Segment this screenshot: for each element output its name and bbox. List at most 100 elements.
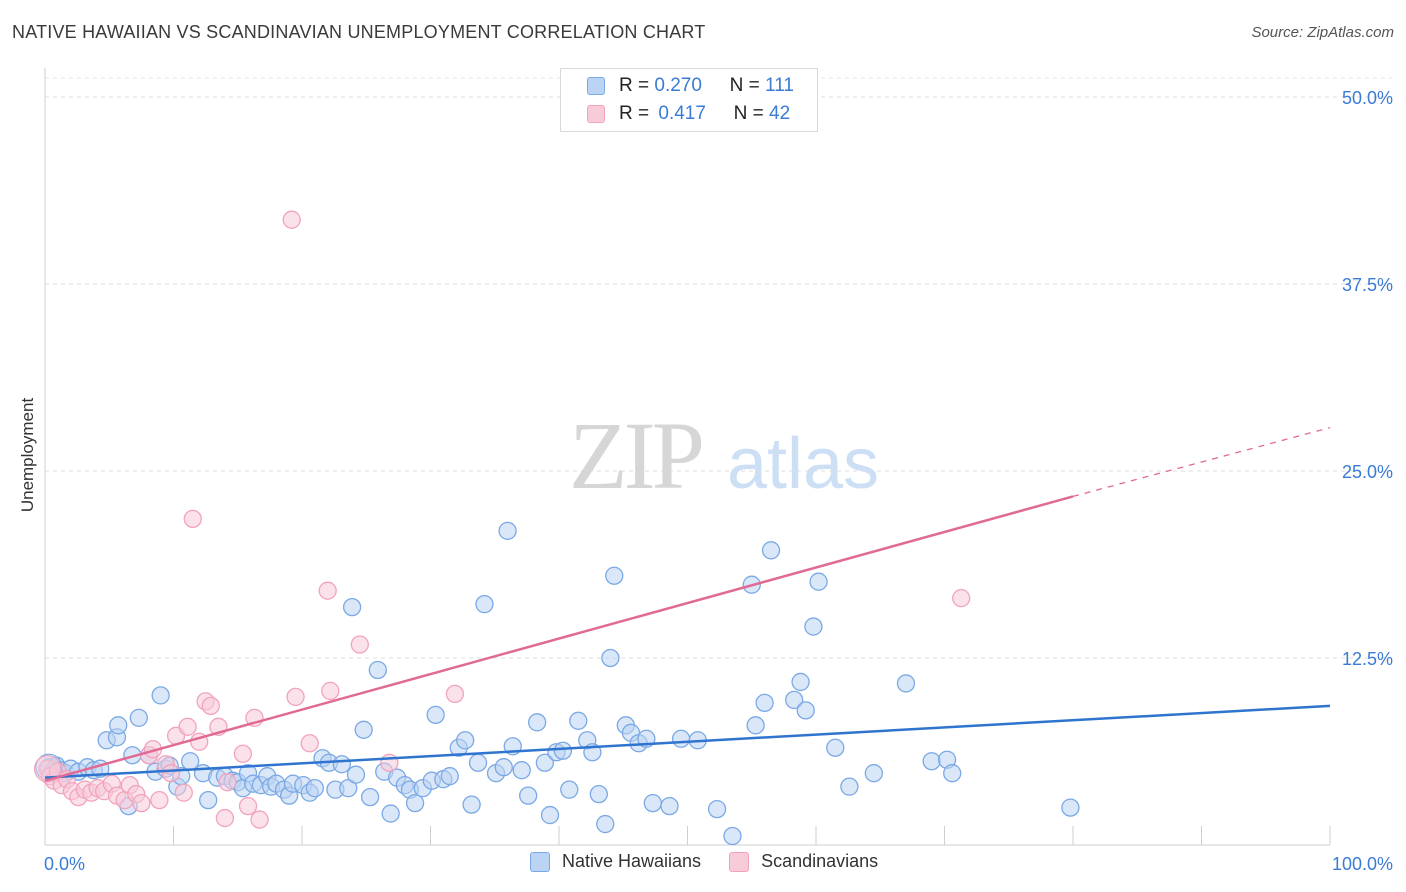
source-label: Source: ZipAtlas.com [1251,24,1394,41]
data-point [840,777,859,796]
data-point [560,780,579,799]
data-point [405,793,425,813]
data-point [199,790,218,810]
r-label: R = [619,103,655,124]
data-point [342,597,362,617]
data-point [218,773,237,792]
data-point [440,767,459,786]
data-point [809,572,828,591]
watermark-zip: ZIP [569,402,702,509]
data-point [864,764,883,783]
data-point [952,589,971,608]
data-point [796,701,815,720]
legend-row-scandinavians: R = 0.417 N = 42 [587,102,790,126]
legend-swatch-pink [587,105,605,123]
series-native-hawaiians [35,521,1080,846]
legend-item-scandinavians[interactable]: Scandinavians [729,851,878,872]
y-tick-label: 37.5% [1342,275,1393,295]
data-point [332,755,351,774]
data-point [671,729,691,748]
trend-lines [44,426,1331,782]
data-point [494,758,513,777]
r-label: R = [619,75,655,96]
legend-item-native-hawaiians[interactable]: Native Hawaiians [530,851,701,872]
data-point [300,734,319,753]
data-point [660,796,679,816]
data-point [238,796,258,816]
y-tick-label: 25.0% [1342,462,1393,482]
legend-swatch-pink [729,851,750,872]
data-point [161,764,181,783]
r-value-native-hawaiians: 0.270 [654,75,702,96]
data-point [540,805,560,825]
data-point [512,761,531,780]
data-point [601,648,620,668]
data-point [339,779,358,798]
data-point [151,686,170,705]
axes [44,68,1331,846]
data-point [360,787,380,807]
data-point [755,693,774,713]
watermark: ZIP atlas [569,402,879,509]
n-value-scandinavians: 42 [769,103,791,124]
legend-label-scandinavians: Scandinavians [761,851,879,871]
data-point [321,681,340,701]
legend-row-native-hawaiians: R = 0.270 N = 111 [587,74,794,98]
data-point [282,210,301,229]
n-label: N = [728,103,770,124]
data-point [354,720,373,739]
legend-swatch-blue [587,77,605,95]
legend-swatch-blue [530,851,550,872]
data-point [1061,798,1080,817]
data-point [785,690,804,710]
data-point [181,752,200,771]
x-tick-label-right: 100.0% [1332,854,1393,874]
series-scandinavians [33,210,971,829]
data-point [318,581,337,600]
data-point [826,738,845,757]
trend-line [44,495,1074,782]
data-point-cluster [33,755,62,783]
x-tick-label-left: 0.0% [44,854,85,874]
data-point [462,795,481,814]
trend-line-extension [1072,426,1331,498]
data-point [381,804,400,823]
data-point [643,793,662,813]
r-value-scandinavians: 0.417 [658,103,706,124]
data-point [553,741,573,760]
data-point [215,808,235,828]
data-point [943,764,962,783]
tick-labels: 12.5% 25.0% 37.5% 50.0% 0.0% 100.0% [44,88,1393,874]
correlation-legend: R = 0.270 N = 111 R = 0.417 N = 42 [560,68,818,132]
data-point [174,783,193,802]
data-point [535,753,555,772]
watermark-atlas: atlas [727,424,879,504]
data-point [201,696,220,716]
y-tick-label: 50.0% [1342,88,1393,108]
data-point [475,594,494,614]
data-point [456,731,475,750]
data-point [305,779,325,798]
n-label: N = [724,75,766,96]
data-point [804,617,823,636]
data-point [109,716,128,735]
data-point [761,541,781,560]
data-point [746,716,765,735]
data-point [519,786,538,805]
data-point [707,799,727,819]
data-point [350,635,369,654]
legend-label-native-hawaiians: Native Hawaiians [562,851,702,871]
data-point [723,826,742,846]
grid-lines [45,77,1392,659]
data-point [346,765,366,784]
data-point [445,684,465,704]
data-point [589,784,608,804]
series-legend: Native Hawaiians Scandinavians [530,851,906,872]
data-point [250,810,269,829]
data-point [150,790,169,810]
data-point [922,752,941,771]
data-point [498,521,517,540]
data-point [380,753,399,772]
data-point [896,674,916,693]
data-point [569,711,588,730]
